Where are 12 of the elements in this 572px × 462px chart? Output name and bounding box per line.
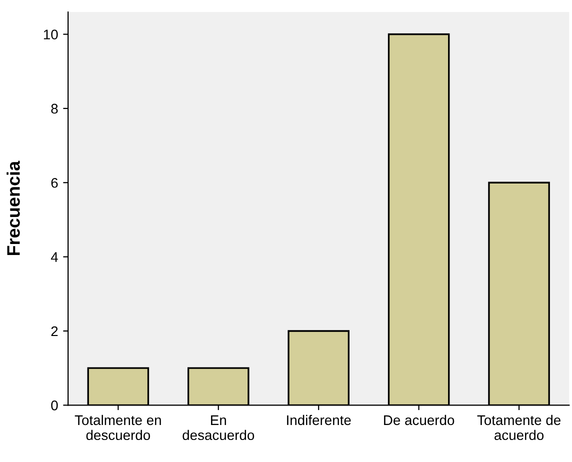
x-tick-label: En desacuerdo [182,415,254,440]
y-axis-title: Frecuencia [6,160,20,256]
x-tick-label: De acuerdo [384,414,454,426]
y-tick-label: 6 [51,178,58,188]
y-tick-label: 0 [51,400,58,410]
y-tick-label: 10 [44,30,58,40]
x-tick-label: Totamente de acuerdo [477,414,560,440]
x-tick-label: Indiferente [287,414,351,426]
x-tick-label: Totalmente en descuerdo [74,414,161,440]
y-tick-label: 8 [51,104,58,114]
y-tick-label: 2 [51,326,58,336]
y-tick-label: 4 [50,252,58,262]
